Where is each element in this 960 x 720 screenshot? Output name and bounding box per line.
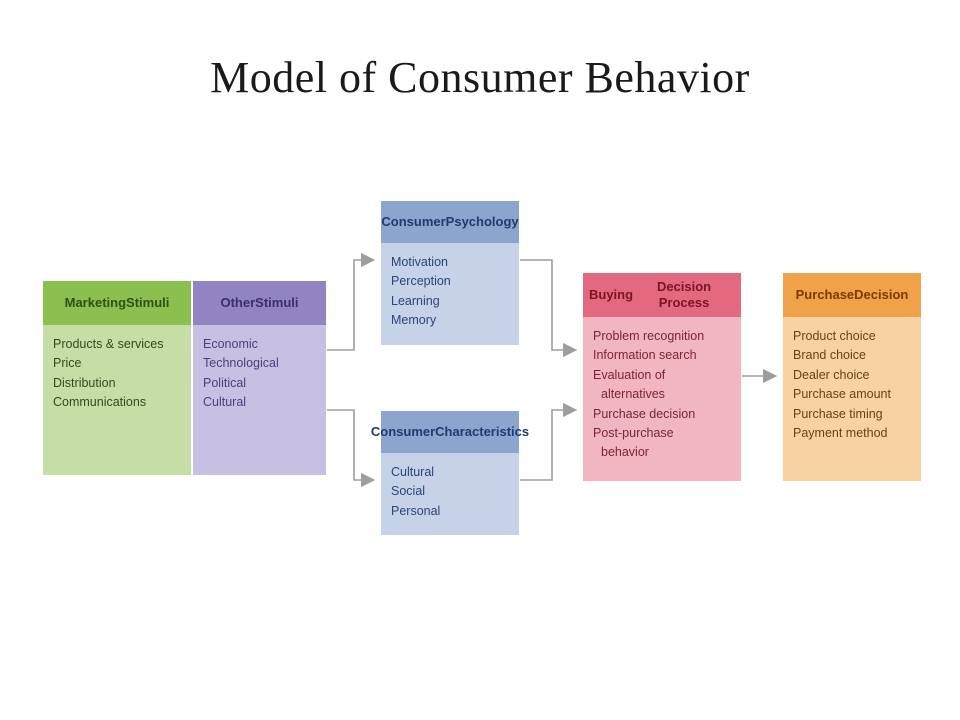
box-item: Perception: [391, 272, 509, 291]
box-item: Purchase timing: [793, 405, 911, 424]
box-item: Information search: [593, 346, 731, 365]
box-item: Cultural: [203, 393, 316, 412]
box-item: Economic: [203, 335, 316, 354]
box-item: Motivation: [391, 253, 509, 272]
box-item: Purchase amount: [793, 385, 911, 404]
box-body-marketing-stimuli: Products & servicesPriceDistributionComm…: [43, 325, 191, 475]
box-consumer-psychology: ConsumerPsychologyMotivationPerceptionLe…: [380, 200, 520, 346]
box-buying-decision: BuyingDecision ProcessProblem recognitio…: [582, 272, 742, 482]
box-item: Personal: [391, 502, 509, 521]
box-item: Memory: [391, 311, 509, 330]
box-item: alternatives: [593, 385, 731, 404]
box-body-other-stimuli: EconomicTechnologicalPoliticalCultural: [193, 325, 326, 475]
diagram-canvas: MarketingStimuliProducts & servicesPrice…: [42, 200, 918, 620]
box-item: Price: [53, 354, 181, 373]
box-item: Dealer choice: [793, 366, 911, 385]
box-header-marketing-stimuli: MarketingStimuli: [43, 281, 191, 325]
box-header-other-stimuli: OtherStimuli: [193, 281, 326, 325]
box-item: behavior: [593, 443, 731, 462]
box-item: Technological: [203, 354, 316, 373]
box-body-consumer-psychology: MotivationPerceptionLearningMemory: [381, 243, 519, 345]
box-other-stimuli: OtherStimuliEconomicTechnologicalPolitic…: [192, 280, 327, 476]
box-header-consumer-psychology: ConsumerPsychology: [381, 201, 519, 243]
box-item: Communications: [53, 393, 181, 412]
box-item: Political: [203, 374, 316, 393]
box-body-consumer-characteristics: CulturalSocialPersonal: [381, 453, 519, 535]
arrow-stimuli-to-characteristics: [327, 410, 372, 480]
box-item: Products & services: [53, 335, 181, 354]
box-item: Post-purchase: [593, 424, 731, 443]
box-item: Learning: [391, 292, 509, 311]
box-purchase-decision: PurchaseDecisionProduct choiceBrand choi…: [782, 272, 922, 482]
box-item: Brand choice: [793, 346, 911, 365]
box-item: Payment method: [793, 424, 911, 443]
box-item: Problem recognition: [593, 327, 731, 346]
arrow-psychology-to-buying: [520, 260, 574, 350]
box-body-purchase-decision: Product choiceBrand choiceDealer choiceP…: [783, 317, 921, 481]
box-item: Product choice: [793, 327, 911, 346]
box-item: Cultural: [391, 463, 509, 482]
box-header-consumer-characteristics: ConsumerCharacteristics: [381, 411, 519, 453]
box-item: Social: [391, 482, 509, 501]
box-item: Evaluation of: [593, 366, 731, 385]
box-marketing-stimuli: MarketingStimuliProducts & servicesPrice…: [42, 280, 192, 476]
box-header-purchase-decision: PurchaseDecision: [783, 273, 921, 317]
arrow-stimuli-to-psychology: [327, 260, 372, 350]
arrow-characteristics-to-buying: [520, 410, 574, 480]
box-consumer-characteristics: ConsumerCharacteristicsCulturalSocialPer…: [380, 410, 520, 536]
page-title: Model of Consumer Behavior: [0, 52, 960, 103]
box-header-buying-decision: BuyingDecision Process: [583, 273, 741, 317]
box-item: Distribution: [53, 374, 181, 393]
box-body-buying-decision: Problem recognitionInformation searchEva…: [583, 317, 741, 481]
box-item: Purchase decision: [593, 405, 731, 424]
